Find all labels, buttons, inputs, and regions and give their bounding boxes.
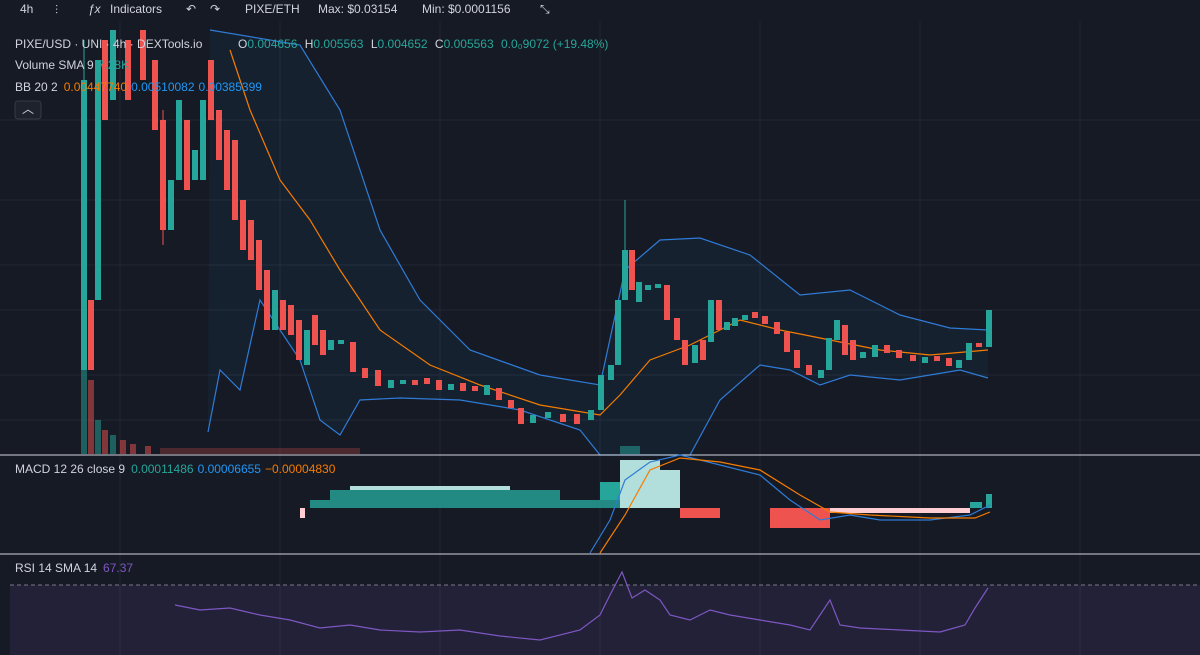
undo-button[interactable]: ↶	[186, 2, 196, 16]
symbol-title: PIXE/USD · UNI · 4h · DEXTools.io	[15, 37, 203, 51]
ohlc-legend: O0.004656 H0.005563 L0.004652 C0.005563 …	[238, 37, 608, 51]
ohlc-value: 0.004652	[378, 37, 428, 51]
macd-line	[589, 454, 991, 554]
ohlc-key: C	[435, 37, 444, 51]
signal-value: 0.00006655	[198, 462, 262, 476]
bb-legend: BB 20 2 0.00447740 0.00510082 0.00385399	[15, 80, 262, 94]
macd-histogram	[300, 460, 992, 528]
rsi-value: 67.37	[103, 561, 133, 575]
hist-value: −0.00004830	[265, 462, 336, 476]
bb-basis-value: 0.00447740	[64, 80, 128, 94]
bb-lower-value: 0.00385399	[199, 80, 263, 94]
min-price: Min: $0.0001156	[422, 2, 511, 16]
macd-name: MACD 12 26 close 9	[15, 462, 125, 476]
rsi-legend: RSI 14 SMA 14 67.37	[15, 561, 133, 575]
volume-bars	[81, 350, 640, 454]
indicators-button[interactable]: Indicators	[110, 2, 162, 16]
change: 0.0₀9072 (+19.48%)	[501, 37, 608, 51]
volume-name: Volume SMA 9	[15, 58, 94, 72]
ohlc-value: 0.005563	[313, 37, 363, 51]
ohlc-value: 0.005563	[444, 37, 494, 51]
bb-upper-value: 0.00510082	[131, 80, 195, 94]
ohlc-value: 0.004656	[247, 37, 297, 51]
ohlc-key: H	[305, 37, 314, 51]
redo-button: ↷	[210, 2, 220, 16]
interval-button[interactable]: 4h	[20, 2, 33, 16]
rsi-band	[10, 585, 1200, 655]
rsi-name: RSI 14 SMA 14	[15, 561, 97, 575]
toolbar	[0, 0, 1200, 22]
macd-value: 0.00011486	[131, 462, 194, 476]
macd-legend: MACD 12 26 close 9 0.00011486 0.00006655 −0…	[15, 462, 336, 476]
rsi-line	[174, 570, 989, 641]
candle-type-icon[interactable]: ⫶	[55, 3, 58, 17]
bb-name: BB 20 2	[15, 80, 58, 94]
ohlc-key: O	[238, 37, 247, 51]
volume-value: 7.28K	[98, 58, 129, 72]
collapse-legend-button[interactable]	[14, 100, 42, 120]
ohlc-key: L	[371, 37, 378, 51]
max-price: Max: $0.03154	[318, 2, 398, 16]
candles	[81, 30, 992, 424]
volume-legend: Volume SMA 9 7.28K	[15, 58, 129, 72]
indicators-icon[interactable]: ƒx	[88, 2, 102, 16]
collapse-icon: ︿	[22, 102, 34, 116]
signal-line	[599, 457, 991, 554]
pair-link[interactable]: PIXE/ETH	[245, 2, 300, 16]
fullscreen-button[interactable]: ⤡	[540, 2, 550, 16]
bb-band	[208, 30, 988, 455]
